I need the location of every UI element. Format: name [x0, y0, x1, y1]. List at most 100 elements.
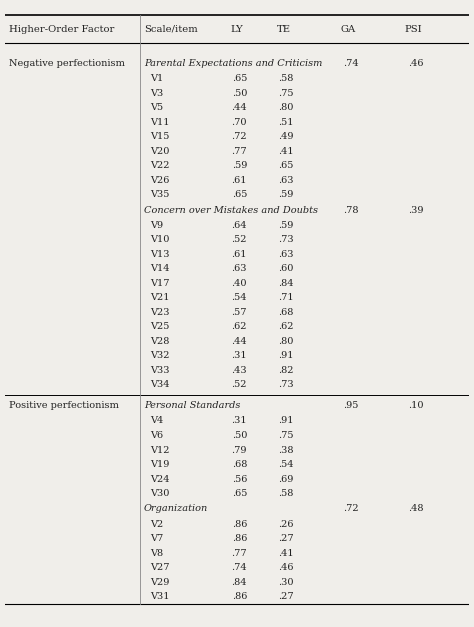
Text: .86: .86	[232, 534, 247, 543]
Text: .44: .44	[231, 337, 247, 346]
Text: V20: V20	[150, 147, 170, 155]
Text: .50: .50	[232, 431, 247, 440]
Text: V27: V27	[150, 563, 170, 572]
Text: .59: .59	[278, 221, 293, 230]
Text: .68: .68	[278, 308, 293, 317]
Text: V23: V23	[150, 308, 170, 317]
Text: .30: .30	[278, 577, 293, 587]
Text: .61: .61	[232, 176, 247, 185]
Text: .58: .58	[278, 489, 293, 498]
Text: Personal Standards: Personal Standards	[144, 401, 240, 410]
Text: .72: .72	[231, 132, 247, 141]
Text: .52: .52	[232, 235, 247, 245]
Text: .65: .65	[232, 74, 247, 83]
Text: .73: .73	[278, 381, 293, 389]
Text: V32: V32	[150, 352, 170, 361]
Text: .65: .65	[232, 489, 247, 498]
Text: .80: .80	[278, 337, 293, 346]
Text: .41: .41	[278, 549, 293, 557]
Text: .38: .38	[278, 446, 293, 455]
Text: .46: .46	[408, 59, 424, 68]
Text: .65: .65	[232, 190, 247, 199]
Text: .95: .95	[343, 401, 358, 410]
Text: V1: V1	[150, 74, 164, 83]
Text: .31: .31	[231, 416, 247, 426]
Text: GA: GA	[341, 25, 356, 34]
Text: .60: .60	[278, 265, 293, 273]
Text: .73: .73	[278, 235, 293, 245]
Text: V7: V7	[150, 534, 164, 543]
Text: V2: V2	[150, 520, 164, 529]
Text: Parental Expectations and Criticism: Parental Expectations and Criticism	[144, 59, 322, 68]
Text: .10: .10	[408, 401, 424, 410]
Text: .41: .41	[278, 147, 293, 155]
Text: .79: .79	[232, 446, 247, 455]
Text: V8: V8	[150, 549, 163, 557]
Text: .75: .75	[278, 431, 293, 440]
Text: Positive perfectionism: Positive perfectionism	[9, 401, 119, 410]
Text: V17: V17	[150, 279, 170, 288]
Text: .27: .27	[278, 593, 293, 601]
Text: .49: .49	[278, 132, 293, 141]
Text: V28: V28	[150, 337, 170, 346]
Text: .78: .78	[343, 206, 358, 214]
Text: .68: .68	[232, 460, 247, 469]
Text: V11: V11	[150, 118, 170, 127]
Text: PSI: PSI	[405, 25, 422, 34]
Text: .84: .84	[278, 279, 293, 288]
Text: .77: .77	[231, 147, 247, 155]
Text: .69: .69	[278, 475, 293, 483]
Text: .84: .84	[232, 577, 247, 587]
Text: .61: .61	[232, 250, 247, 259]
Text: .63: .63	[278, 176, 293, 185]
Text: .59: .59	[278, 190, 293, 199]
Text: V12: V12	[150, 446, 170, 455]
Text: .91: .91	[278, 416, 293, 426]
Text: .39: .39	[408, 206, 424, 214]
Text: Higher-Order Factor: Higher-Order Factor	[9, 25, 115, 34]
Text: .86: .86	[232, 593, 247, 601]
Text: .63: .63	[278, 250, 293, 259]
Text: .62: .62	[232, 322, 247, 332]
Text: .82: .82	[278, 366, 293, 375]
Text: .50: .50	[232, 88, 247, 98]
Text: V9: V9	[150, 221, 163, 230]
Text: V3: V3	[150, 88, 164, 98]
Text: .71: .71	[278, 293, 293, 302]
Text: .44: .44	[231, 103, 247, 112]
Text: V4: V4	[150, 416, 164, 426]
Text: V15: V15	[150, 132, 170, 141]
Text: Organization: Organization	[144, 504, 209, 514]
Text: .26: .26	[278, 520, 293, 529]
Text: .64: .64	[232, 221, 247, 230]
Text: .43: .43	[231, 366, 247, 375]
Text: V6: V6	[150, 431, 163, 440]
Text: V33: V33	[150, 366, 170, 375]
Text: V35: V35	[150, 190, 170, 199]
Text: TE: TE	[276, 25, 291, 34]
Text: .46: .46	[278, 563, 293, 572]
Text: V24: V24	[150, 475, 170, 483]
Text: V10: V10	[150, 235, 170, 245]
Text: .40: .40	[232, 279, 247, 288]
Text: .48: .48	[408, 504, 424, 514]
Text: .57: .57	[232, 308, 247, 317]
Text: V14: V14	[150, 265, 170, 273]
Text: V31: V31	[150, 593, 170, 601]
Text: V13: V13	[150, 250, 170, 259]
Text: .70: .70	[232, 118, 247, 127]
Text: Scale/item: Scale/item	[144, 25, 198, 34]
Text: V25: V25	[150, 322, 170, 332]
Text: V29: V29	[150, 577, 170, 587]
Text: .80: .80	[278, 103, 293, 112]
Text: .63: .63	[232, 265, 247, 273]
Text: .62: .62	[278, 322, 293, 332]
Text: .31: .31	[231, 352, 247, 361]
Text: Concern over Mistakes and Doubts: Concern over Mistakes and Doubts	[144, 206, 318, 214]
Text: .74: .74	[343, 59, 359, 68]
Text: .54: .54	[278, 460, 293, 469]
Text: .91: .91	[278, 352, 293, 361]
Text: .59: .59	[232, 161, 247, 170]
Text: V26: V26	[150, 176, 170, 185]
Text: .56: .56	[232, 475, 247, 483]
